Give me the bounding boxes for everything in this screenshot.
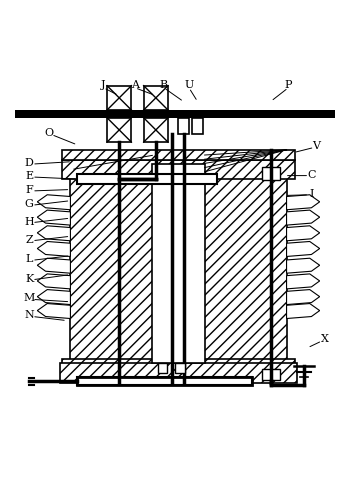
- Text: K: K: [25, 274, 34, 284]
- Text: J: J: [101, 80, 106, 90]
- Bar: [144, 118, 168, 142]
- Bar: [175, 363, 185, 373]
- Text: O: O: [44, 128, 53, 138]
- Polygon shape: [37, 195, 70, 210]
- Polygon shape: [37, 303, 70, 318]
- Bar: [77, 377, 252, 385]
- Text: X: X: [321, 334, 329, 344]
- Bar: [158, 363, 167, 373]
- Polygon shape: [37, 274, 70, 289]
- Polygon shape: [287, 289, 320, 304]
- Text: P: P: [285, 80, 292, 90]
- Bar: [70, 164, 287, 363]
- Text: G: G: [25, 199, 34, 209]
- Text: F: F: [26, 185, 33, 195]
- Polygon shape: [287, 210, 320, 225]
- Bar: [144, 86, 168, 110]
- Text: M: M: [23, 293, 35, 303]
- Polygon shape: [37, 210, 70, 225]
- Bar: [62, 160, 295, 179]
- Polygon shape: [287, 226, 320, 241]
- Polygon shape: [287, 258, 320, 273]
- Text: Z: Z: [26, 235, 33, 245]
- Bar: [192, 118, 203, 134]
- Bar: [107, 86, 131, 110]
- Text: D: D: [25, 158, 34, 168]
- Text: L: L: [26, 254, 33, 264]
- Text: N: N: [25, 310, 34, 320]
- Text: U: U: [184, 80, 194, 90]
- Bar: [152, 164, 205, 363]
- Bar: [15, 110, 335, 118]
- Text: E: E: [25, 171, 33, 181]
- Text: V: V: [312, 141, 320, 151]
- Bar: [107, 118, 131, 142]
- Polygon shape: [37, 258, 70, 273]
- Bar: [262, 167, 280, 181]
- Bar: [62, 359, 295, 373]
- Text: B: B: [160, 80, 168, 90]
- Bar: [77, 377, 252, 385]
- Bar: [60, 363, 297, 383]
- Bar: [62, 150, 295, 160]
- Polygon shape: [287, 195, 320, 210]
- Polygon shape: [287, 274, 320, 289]
- Polygon shape: [287, 303, 320, 318]
- Polygon shape: [37, 289, 70, 304]
- Text: I: I: [310, 189, 314, 199]
- Bar: [77, 174, 217, 184]
- Text: C: C: [308, 170, 316, 180]
- Bar: [262, 369, 280, 380]
- Text: H: H: [25, 217, 34, 227]
- Polygon shape: [37, 242, 70, 256]
- Text: A: A: [131, 80, 139, 90]
- Bar: [178, 118, 189, 134]
- Polygon shape: [37, 226, 70, 241]
- Polygon shape: [287, 242, 320, 256]
